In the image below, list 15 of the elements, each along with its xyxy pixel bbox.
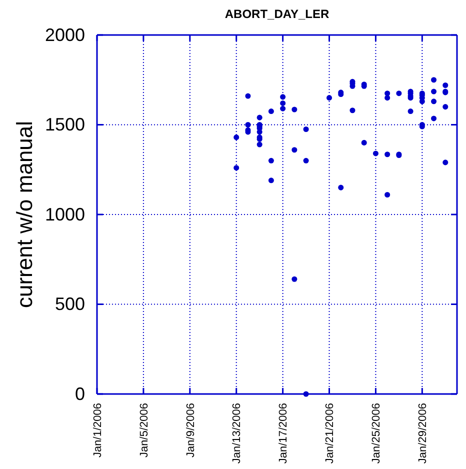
- x-tick-label: Jan/17/2006: [278, 403, 290, 464]
- y-tick-label: 0: [74, 384, 85, 404]
- chart-title: ABORT_DAY_LER: [224, 7, 330, 21]
- x-tick-label: Jan/29/2006: [417, 403, 430, 464]
- y-tick-label: 2000: [44, 24, 85, 45]
- y-tick-label: 1500: [44, 114, 85, 135]
- y-tick-label: 500: [54, 294, 85, 314]
- x-tick-label: Jan/9/2006: [184, 403, 197, 458]
- x-tick-label: Jan/1/2006: [92, 403, 104, 458]
- x-tick-label: Jan/21/2006: [324, 403, 336, 464]
- y-axis-title: current w/o manual: [12, 120, 37, 308]
- x-tick-label: Jan/13/2006: [231, 403, 244, 464]
- x-tick-label: Jan/5/2006: [138, 403, 150, 458]
- x-tick-label: Jan/25/2006: [370, 403, 383, 464]
- y-tick-label: 1000: [44, 204, 85, 224]
